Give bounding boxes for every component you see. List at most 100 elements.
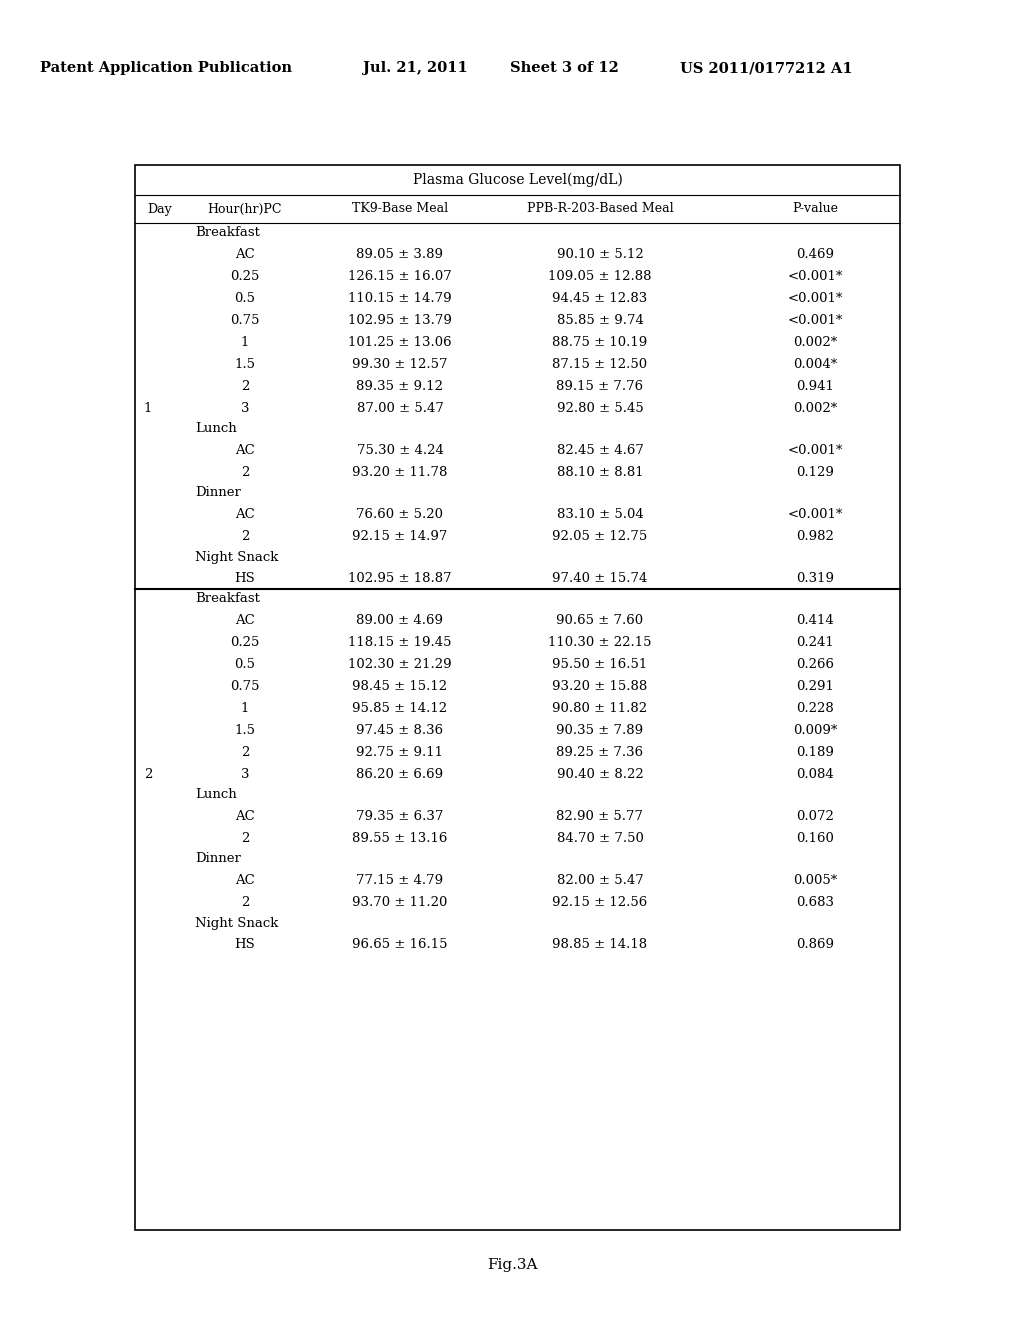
- Text: 102.30 ± 21.29: 102.30 ± 21.29: [348, 657, 452, 671]
- Text: Dinner: Dinner: [195, 853, 241, 866]
- Text: 110.15 ± 14.79: 110.15 ± 14.79: [348, 292, 452, 305]
- Text: 92.15 ± 12.56: 92.15 ± 12.56: [552, 895, 647, 908]
- Text: Hour(hr)PC: Hour(hr)PC: [208, 202, 283, 215]
- Text: 118.15 ± 19.45: 118.15 ± 19.45: [348, 635, 452, 648]
- Text: 93.70 ± 11.20: 93.70 ± 11.20: [352, 895, 447, 908]
- Text: 93.20 ± 11.78: 93.20 ± 11.78: [352, 466, 447, 479]
- Text: Lunch: Lunch: [195, 788, 237, 801]
- Text: AC: AC: [236, 507, 255, 520]
- Text: Breakfast: Breakfast: [195, 593, 260, 606]
- Text: 0.869: 0.869: [796, 937, 834, 950]
- Text: 90.65 ± 7.60: 90.65 ± 7.60: [556, 614, 643, 627]
- Text: 0.241: 0.241: [796, 635, 834, 648]
- Text: 1.5: 1.5: [234, 723, 256, 737]
- Text: 0.189: 0.189: [796, 746, 834, 759]
- Text: <0.001*: <0.001*: [787, 507, 843, 520]
- Text: 89.35 ± 9.12: 89.35 ± 9.12: [356, 380, 443, 392]
- Bar: [135, 165, 900, 1230]
- Text: 126.15 ± 16.07: 126.15 ± 16.07: [348, 269, 452, 282]
- Text: AC: AC: [236, 248, 255, 260]
- Text: 89.05 ± 3.89: 89.05 ± 3.89: [356, 248, 443, 260]
- Text: 0.25: 0.25: [230, 635, 260, 648]
- Text: 0.160: 0.160: [796, 832, 834, 845]
- Text: 98.45 ± 15.12: 98.45 ± 15.12: [352, 680, 447, 693]
- Text: 89.25 ± 7.36: 89.25 ± 7.36: [556, 746, 643, 759]
- Text: P-value: P-value: [792, 202, 838, 215]
- Text: 85.85 ± 9.74: 85.85 ± 9.74: [557, 314, 643, 326]
- Text: 76.60 ± 5.20: 76.60 ± 5.20: [356, 507, 443, 520]
- Text: 2: 2: [241, 529, 249, 543]
- Text: 95.50 ± 16.51: 95.50 ± 16.51: [552, 657, 647, 671]
- Text: AC: AC: [236, 874, 255, 887]
- Text: 0.469: 0.469: [796, 248, 834, 260]
- Text: Plasma Glucose Level(mg/dL): Plasma Glucose Level(mg/dL): [413, 173, 623, 187]
- Text: 102.95 ± 18.87: 102.95 ± 18.87: [348, 572, 452, 585]
- Text: Dinner: Dinner: [195, 487, 241, 499]
- Text: 95.85 ± 14.12: 95.85 ± 14.12: [352, 701, 447, 714]
- Text: 0.072: 0.072: [796, 809, 834, 822]
- Text: Fig.3A: Fig.3A: [486, 1258, 538, 1272]
- Text: 84.70 ± 7.50: 84.70 ± 7.50: [557, 832, 643, 845]
- Text: 86.20 ± 6.69: 86.20 ± 6.69: [356, 767, 443, 780]
- Text: US 2011/0177212 A1: US 2011/0177212 A1: [680, 61, 853, 75]
- Text: 109.05 ± 12.88: 109.05 ± 12.88: [548, 269, 651, 282]
- Text: 0.002*: 0.002*: [793, 401, 838, 414]
- Text: 3: 3: [241, 401, 249, 414]
- Text: 0.084: 0.084: [796, 767, 834, 780]
- Text: 0.982: 0.982: [796, 529, 834, 543]
- Text: 1: 1: [241, 701, 249, 714]
- Text: AC: AC: [236, 444, 255, 457]
- Text: 75.30 ± 4.24: 75.30 ± 4.24: [356, 444, 443, 457]
- Text: 0.266: 0.266: [796, 657, 834, 671]
- Text: 0.75: 0.75: [230, 680, 260, 693]
- Text: 2: 2: [241, 746, 249, 759]
- Text: 90.10 ± 5.12: 90.10 ± 5.12: [557, 248, 643, 260]
- Text: 0.941: 0.941: [796, 380, 834, 392]
- Text: 0.228: 0.228: [796, 701, 834, 714]
- Text: 2: 2: [241, 466, 249, 479]
- Text: Day: Day: [147, 202, 172, 215]
- Text: TK9-Base Meal: TK9-Base Meal: [352, 202, 449, 215]
- Text: PPB-R-203-Based Meal: PPB-R-203-Based Meal: [526, 202, 674, 215]
- Text: 87.00 ± 5.47: 87.00 ± 5.47: [356, 401, 443, 414]
- Text: 88.10 ± 8.81: 88.10 ± 8.81: [557, 466, 643, 479]
- Text: 0.291: 0.291: [796, 680, 834, 693]
- Text: 82.90 ± 5.77: 82.90 ± 5.77: [556, 809, 643, 822]
- Text: 0.009*: 0.009*: [793, 723, 838, 737]
- Text: 2: 2: [241, 895, 249, 908]
- Text: AC: AC: [236, 809, 255, 822]
- Text: 92.80 ± 5.45: 92.80 ± 5.45: [557, 401, 643, 414]
- Text: 90.40 ± 8.22: 90.40 ± 8.22: [557, 767, 643, 780]
- Text: 89.00 ± 4.69: 89.00 ± 4.69: [356, 614, 443, 627]
- Text: 92.15 ± 14.97: 92.15 ± 14.97: [352, 529, 447, 543]
- Text: 90.80 ± 11.82: 90.80 ± 11.82: [552, 701, 647, 714]
- Text: 96.65 ± 16.15: 96.65 ± 16.15: [352, 937, 447, 950]
- Text: 77.15 ± 4.79: 77.15 ± 4.79: [356, 874, 443, 887]
- Text: Sheet 3 of 12: Sheet 3 of 12: [510, 61, 618, 75]
- Text: Lunch: Lunch: [195, 422, 237, 436]
- Text: 82.45 ± 4.67: 82.45 ± 4.67: [557, 444, 643, 457]
- Text: 97.45 ± 8.36: 97.45 ± 8.36: [356, 723, 443, 737]
- Text: 83.10 ± 5.04: 83.10 ± 5.04: [557, 507, 643, 520]
- Text: Breakfast: Breakfast: [195, 227, 260, 239]
- Text: 0.683: 0.683: [796, 895, 834, 908]
- Text: <0.001*: <0.001*: [787, 444, 843, 457]
- Text: 2: 2: [143, 767, 153, 780]
- Text: 0.002*: 0.002*: [793, 335, 838, 348]
- Text: 88.75 ± 10.19: 88.75 ± 10.19: [552, 335, 647, 348]
- Text: 0.005*: 0.005*: [793, 874, 838, 887]
- Text: <0.001*: <0.001*: [787, 269, 843, 282]
- Text: Jul. 21, 2011: Jul. 21, 2011: [362, 61, 468, 75]
- Text: 0.129: 0.129: [796, 466, 834, 479]
- Text: 79.35 ± 6.37: 79.35 ± 6.37: [356, 809, 443, 822]
- Text: 2: 2: [241, 380, 249, 392]
- Text: 93.20 ± 15.88: 93.20 ± 15.88: [552, 680, 647, 693]
- Text: 1.5: 1.5: [234, 358, 256, 371]
- Text: 92.75 ± 9.11: 92.75 ± 9.11: [356, 746, 443, 759]
- Text: 94.45 ± 12.83: 94.45 ± 12.83: [552, 292, 647, 305]
- Text: 1: 1: [143, 401, 153, 414]
- Text: 89.55 ± 13.16: 89.55 ± 13.16: [352, 832, 447, 845]
- Text: 1: 1: [241, 335, 249, 348]
- Text: 0.319: 0.319: [796, 572, 834, 585]
- Text: 110.30 ± 22.15: 110.30 ± 22.15: [548, 635, 651, 648]
